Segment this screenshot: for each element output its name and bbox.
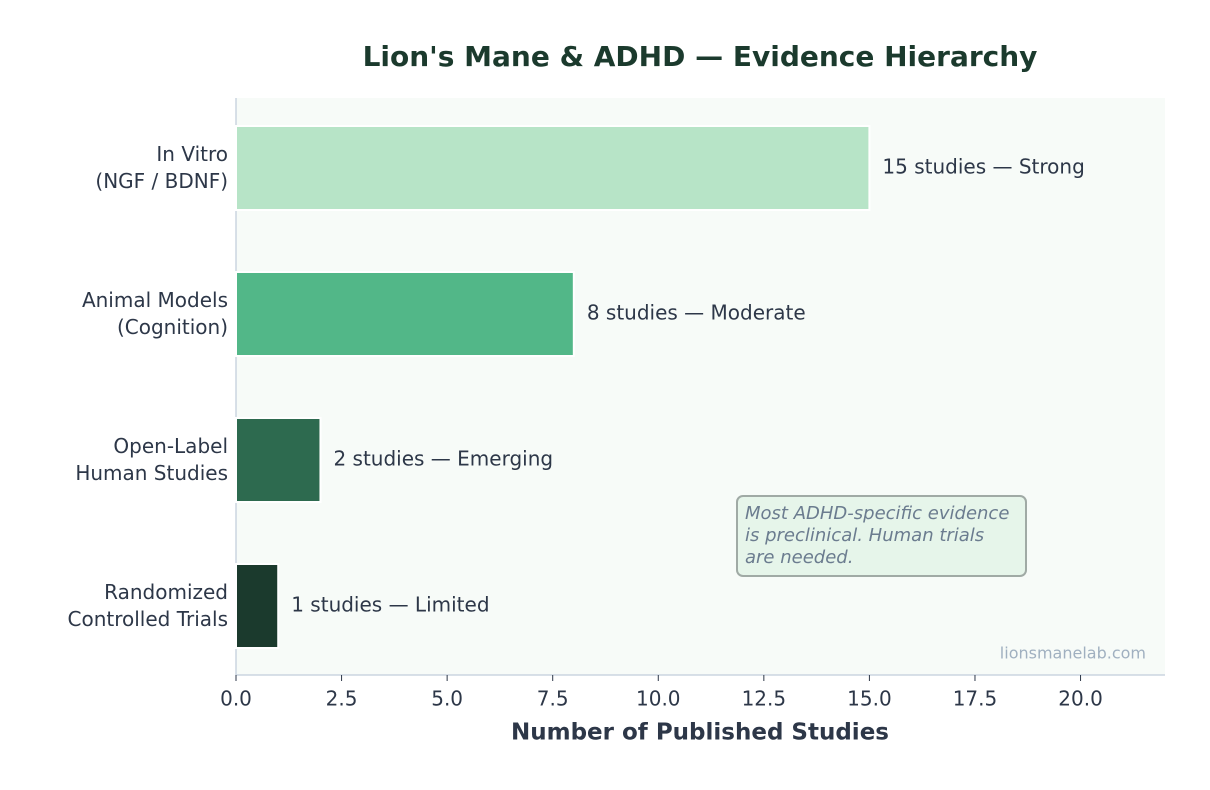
bar xyxy=(235,271,575,357)
bar xyxy=(235,417,322,503)
annotation: Most ADHD-specific evidence is preclinic… xyxy=(736,495,1027,577)
x-tick-label: 20.0 xyxy=(1058,687,1103,711)
bar xyxy=(235,563,280,649)
x-tick-label: 15.0 xyxy=(847,687,892,711)
value-label: 8 studies — Moderate xyxy=(587,301,806,325)
x-axis-label: Number of Published Studies xyxy=(511,720,889,746)
y-tick-label: Open-Label Human Studies xyxy=(75,434,228,485)
value-label: 1 studies — Limited xyxy=(291,593,489,617)
value-label: 15 studies — Strong xyxy=(882,155,1084,179)
bar xyxy=(235,125,871,211)
x-tick-label: 7.5 xyxy=(537,687,569,711)
y-tick-label: Animal Models (Cognition) xyxy=(81,288,228,339)
x-tick-label: 2.5 xyxy=(326,687,358,711)
x-tick-label: 5.0 xyxy=(431,687,463,711)
x-tick-label: 10.0 xyxy=(636,687,681,711)
value-label: 2 studies — Emerging xyxy=(333,447,553,471)
x-tick-label: 0.0 xyxy=(220,687,252,711)
y-tick-label: Randomized Controlled Trials xyxy=(67,580,229,631)
chart-title: Lion's Mane & ADHD — Evidence Hierarchy xyxy=(363,40,1038,73)
watermark: lionsmanelab.com xyxy=(1000,644,1146,663)
x-tick-label: 12.5 xyxy=(742,687,787,711)
y-tick-label: In Vitro (NGF / BDNF) xyxy=(95,142,228,193)
x-tick-label: 17.5 xyxy=(953,687,998,711)
